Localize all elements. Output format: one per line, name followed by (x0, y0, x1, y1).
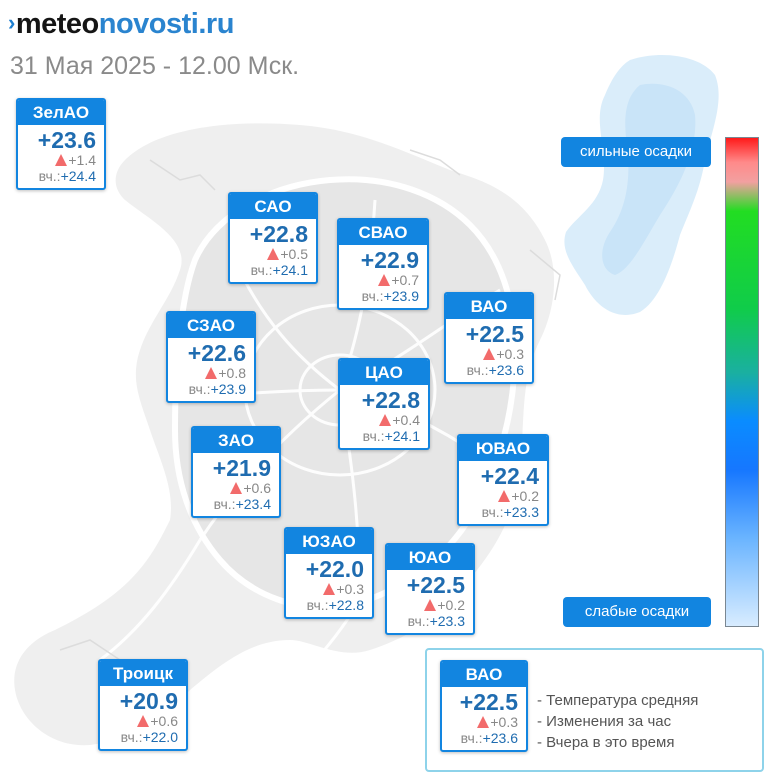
district-yesterday: вч.:+24.1 (362, 428, 420, 444)
district-name: ЮЗАО (286, 529, 372, 554)
precipitation-area-inner (602, 83, 696, 275)
district-card: СЗАО +22.6 +0.8 вч.:+23.9 (166, 311, 256, 403)
increase-triangle-icon (137, 715, 150, 727)
district-card: ЮАО +22.5 +0.2 вч.:+23.3 (385, 543, 475, 635)
heavy-precip-label: сильные осадки (561, 137, 711, 167)
district-temperature: +22.5 (406, 572, 465, 598)
district-hourly-change: +0.3 (446, 346, 532, 362)
district-yesterday: вч.:+23.3 (481, 504, 539, 520)
district-card: СВАО +22.9 +0.7 вч.:+23.9 (337, 218, 429, 310)
legend-item-yesterday: - Вчера в это время (537, 734, 675, 751)
district-name: ЗелАО (18, 100, 104, 125)
increase-triangle-icon (379, 414, 392, 426)
district-temperature: +22.9 (360, 247, 419, 273)
district-hourly-change: +0.3 (286, 581, 372, 597)
district-card: ЗелАО +23.6 +1.4 вч.:+24.4 (16, 98, 106, 190)
district-name: СЗАО (168, 313, 254, 338)
district-yesterday: вч.:+23.6 (466, 362, 524, 378)
legend-sample-delta: +0.3 (442, 714, 526, 730)
logo-chevron-icon: › (8, 10, 15, 35)
district-hourly-change: +0.2 (459, 488, 547, 504)
legend-sample-card: ВАО +22.5 +0.3 вч.:+23.6 (440, 660, 528, 752)
district-card: ВАО +22.5 +0.3 вч.:+23.6 (444, 292, 534, 384)
district-temperature: +22.8 (249, 221, 308, 247)
district-card: САО +22.8 +0.5 вч.:+24.1 (228, 192, 318, 284)
district-name: СВАО (339, 220, 427, 245)
district-yesterday: вч.:+23.4 (213, 496, 271, 512)
district-yesterday: вч.:+23.9 (188, 381, 246, 397)
district-hourly-change: +0.7 (339, 272, 427, 288)
increase-triangle-icon (477, 716, 490, 728)
legend-sample-temp: +22.5 (459, 689, 518, 715)
legend-sample-yesterday: вч.:+23.6 (460, 730, 518, 746)
district-yesterday: вч.:+24.1 (250, 262, 308, 278)
district-card: Троицк +20.9 +0.6 вч.:+22.0 (98, 659, 188, 751)
district-card: ЗАО +21.9 +0.6 вч.:+23.4 (191, 426, 281, 518)
district-yesterday: вч.:+24.4 (38, 168, 96, 184)
district-temperature: +20.9 (119, 688, 178, 714)
district-temperature: +22.5 (465, 321, 524, 347)
district-yesterday: вч.:+23.9 (361, 288, 419, 304)
district-yesterday: вч.:+22.0 (120, 729, 178, 745)
district-temperature: +22.0 (305, 556, 364, 582)
district-name: ВАО (446, 294, 532, 319)
district-hourly-change: +0.6 (100, 713, 186, 729)
increase-triangle-icon (205, 367, 218, 379)
site-logo: ›meteonovosti.ru (8, 8, 234, 41)
legend-descriptions: - Температура средняя - Изменения за час… (537, 690, 698, 753)
district-hourly-change: +0.6 (193, 480, 279, 496)
light-precip-label: слабые осадки (563, 597, 711, 627)
district-hourly-change: +0.2 (387, 597, 473, 613)
district-temperature: +22.4 (480, 463, 539, 489)
increase-triangle-icon (378, 274, 391, 286)
logo-meteo: meteo (15, 8, 99, 40)
district-card: ЮВАО +22.4 +0.2 вч.:+23.3 (457, 434, 549, 526)
increase-triangle-icon (498, 490, 511, 502)
district-hourly-change: +0.4 (340, 412, 428, 428)
increase-triangle-icon (55, 154, 68, 166)
increase-triangle-icon (424, 599, 437, 611)
district-name: Троицк (100, 661, 186, 686)
district-card: ЮЗАО +22.0 +0.3 вч.:+22.8 (284, 527, 374, 619)
legend-item-change: - Изменения за час (537, 713, 672, 730)
district-temperature: +21.9 (212, 455, 271, 481)
district-temperature: +22.6 (187, 340, 246, 366)
district-hourly-change: +0.8 (168, 365, 254, 381)
precipitation-colorbar (725, 137, 759, 627)
district-hourly-change: +1.4 (18, 152, 104, 168)
legend-sample-name: ВАО (442, 662, 526, 687)
district-name: ЮАО (387, 545, 473, 570)
report-datetime: 31 Мая 2025 - 12.00 Мск. (10, 52, 300, 80)
district-temperature: +23.6 (37, 127, 96, 153)
increase-triangle-icon (230, 482, 243, 494)
legend-box: ВАО +22.5 +0.3 вч.:+23.6 - Температура с… (425, 648, 764, 772)
increase-triangle-icon (483, 348, 496, 360)
logo-novosti: novosti.ru (98, 8, 235, 40)
increase-triangle-icon (323, 583, 336, 595)
district-yesterday: вч.:+22.8 (306, 597, 364, 613)
district-hourly-change: +0.5 (230, 246, 316, 262)
district-name: ЦАО (340, 360, 428, 385)
district-name: ЗАО (193, 428, 279, 453)
district-name: САО (230, 194, 316, 219)
legend-item-temperature: - Температура средняя (537, 692, 699, 709)
district-card: ЦАО +22.8 +0.4 вч.:+24.1 (338, 358, 430, 450)
district-temperature: +22.8 (361, 387, 420, 413)
increase-triangle-icon (267, 248, 280, 260)
district-name: ЮВАО (459, 436, 547, 461)
district-yesterday: вч.:+23.3 (407, 613, 465, 629)
